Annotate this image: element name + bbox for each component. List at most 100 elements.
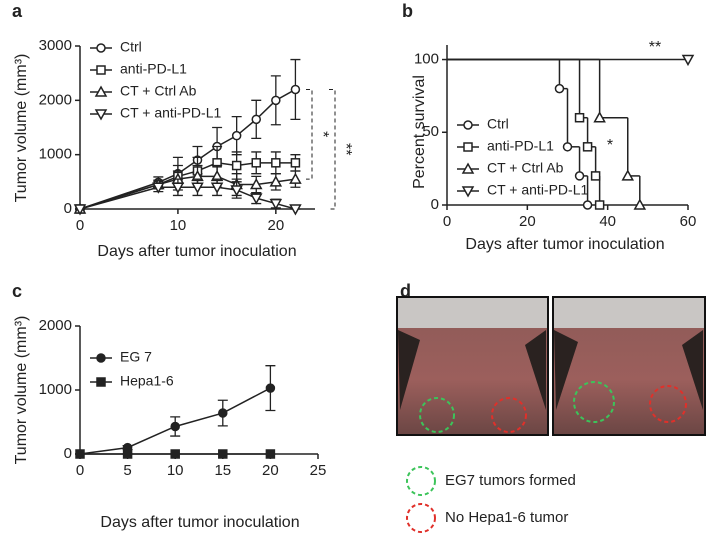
legend-marker — [463, 120, 473, 130]
marker — [590, 171, 601, 181]
marker — [271, 158, 281, 168]
legend-label: Ctrl — [120, 39, 142, 55]
x-tick-label: 40 — [599, 213, 616, 230]
marker — [593, 111, 606, 123]
legend-symbol — [406, 466, 436, 496]
tumor-circle — [419, 397, 455, 433]
marker — [170, 449, 180, 459]
marker — [152, 182, 165, 194]
x-tick-label: 20 — [262, 462, 279, 479]
y-tick-label: 0 — [64, 445, 72, 462]
marker — [582, 200, 593, 210]
marker — [171, 182, 185, 194]
x-axis-title: Days after tumor inoculation — [100, 514, 299, 531]
y-axis-title: Tumor volume (mm³) — [13, 316, 30, 465]
legend-marker — [461, 162, 475, 174]
significance: * — [314, 131, 331, 137]
significance: ** — [649, 39, 661, 56]
legend-marker — [461, 186, 475, 198]
panel-label: d — [400, 281, 411, 301]
tumor-circle — [649, 385, 687, 423]
x-tick-label: 0 — [76, 462, 84, 479]
legend-label: Hepa1-6 — [120, 373, 174, 389]
photo-fur — [398, 330, 546, 410]
panel-d: d EG7 tumors formed No Hepa1-6 tumor — [396, 281, 706, 533]
marker — [681, 54, 695, 67]
y-tick-label: 100 — [414, 51, 439, 68]
x-tick-label: 10 — [167, 462, 184, 479]
x-axis-title: Days after tumor inoculation — [465, 236, 664, 253]
panel-label: b — [402, 1, 413, 21]
panel-label: c — [12, 281, 22, 301]
marker — [218, 449, 228, 459]
legend-marker — [96, 65, 106, 75]
tumor-circle — [573, 381, 615, 423]
marker — [265, 383, 276, 393]
legend-label: CT + anti-PD-L1 — [487, 182, 588, 198]
legend-marker — [96, 377, 106, 387]
series-line — [79, 162, 296, 210]
marker — [562, 142, 573, 152]
marker — [218, 408, 228, 418]
x-tick-label: 60 — [680, 213, 697, 230]
marker — [231, 160, 242, 171]
photo-bg — [554, 298, 704, 328]
marker — [582, 142, 593, 152]
marker — [289, 172, 302, 184]
marker — [191, 182, 204, 194]
photo-fur — [554, 330, 703, 410]
legend-label: EG 7 — [120, 349, 152, 365]
y-tick-label: 0 — [431, 196, 439, 213]
y-axis-title: Tumor volume (mm³) — [13, 54, 30, 203]
y-tick-label: 50 — [422, 123, 439, 140]
marker — [231, 130, 242, 141]
marker — [289, 204, 302, 216]
legend-marker — [96, 353, 106, 363]
legend-marker — [94, 85, 108, 97]
panel-label: a — [12, 1, 23, 21]
marker — [290, 84, 301, 95]
y-tick-label: 0 — [64, 200, 72, 217]
marker — [269, 175, 283, 187]
marker — [251, 114, 261, 125]
marker — [594, 200, 605, 210]
y-axis-title: Percent survival — [411, 75, 428, 189]
marker — [633, 198, 647, 210]
marker — [290, 158, 301, 168]
x-tick-label: 0 — [443, 213, 451, 230]
legend-label: Ctrl — [487, 116, 509, 132]
marker — [251, 158, 261, 168]
legend-label: anti-PD-L1 — [120, 61, 187, 77]
marker — [574, 171, 585, 181]
legend-label: EG7 tumors formed — [445, 472, 576, 489]
y-tick-label: 2000 — [39, 91, 72, 108]
marker — [230, 185, 243, 197]
y-tick-label: 1000 — [39, 381, 72, 398]
x-tick-label: 15 — [214, 462, 231, 479]
marker — [621, 169, 635, 181]
marker — [271, 95, 281, 106]
marker — [574, 112, 585, 123]
marker — [170, 421, 180, 432]
photo-bg — [398, 298, 547, 328]
significance-bracket — [306, 88, 313, 180]
y-tick-label: 2000 — [39, 317, 72, 334]
legend-marker — [463, 142, 473, 152]
significance-bracket — [329, 88, 336, 210]
legend-label: No Hepa1-6 tumor — [445, 509, 568, 526]
legend-label: CT + anti-PD-L1 — [120, 105, 221, 121]
marker — [210, 182, 224, 194]
x-tick-label: 20 — [519, 213, 536, 230]
legend-label: CT + Ctrl Ab — [487, 160, 564, 176]
y-tick-label: 3000 — [39, 37, 72, 54]
x-tick-label: 20 — [267, 217, 284, 234]
x-tick-label: 5 — [123, 462, 131, 479]
marker — [554, 83, 565, 94]
marker — [269, 198, 283, 211]
legend-marker — [96, 43, 106, 53]
marker — [75, 449, 85, 459]
marker — [73, 204, 87, 216]
series-line — [79, 175, 296, 210]
tumor-circle — [491, 397, 527, 433]
